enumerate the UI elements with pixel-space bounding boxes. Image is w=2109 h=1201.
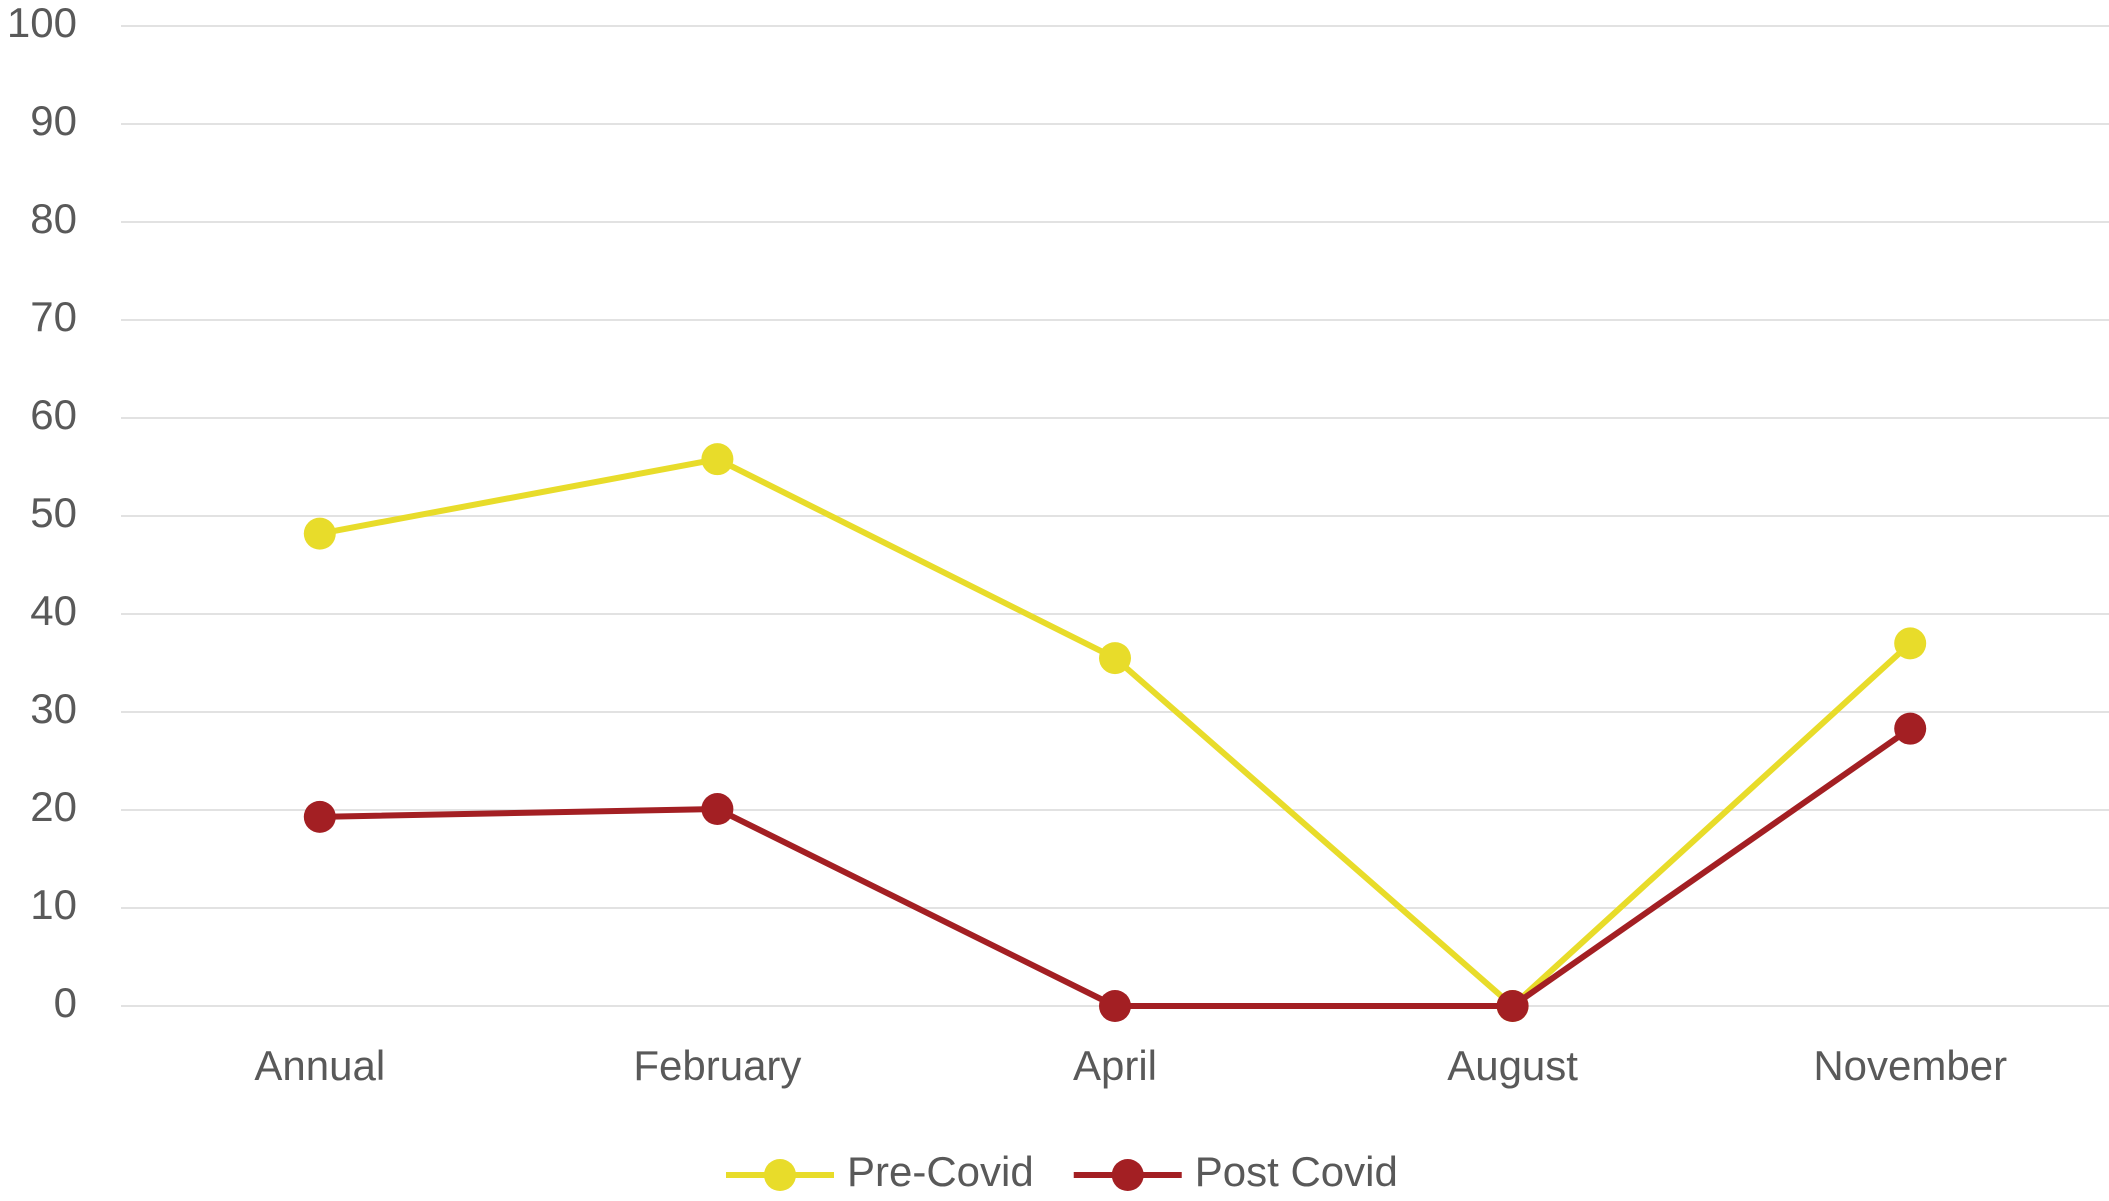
data-point — [1894, 712, 1927, 745]
data-point — [1099, 990, 1131, 1022]
y-tick-label: 10 — [30, 881, 77, 928]
x-tick-label: February — [633, 1042, 801, 1089]
y-tick-label: 30 — [30, 685, 77, 732]
y-tick-label: 100 — [7, 0, 77, 46]
legend-marker — [1111, 1159, 1144, 1191]
legend-label: Pre-Covid — [847, 1148, 1034, 1195]
y-tick-label: 90 — [30, 97, 77, 144]
x-tick-label: August — [1447, 1042, 1578, 1089]
x-tick-label: April — [1073, 1042, 1157, 1089]
y-tick-label: 20 — [30, 783, 77, 830]
data-point — [303, 517, 336, 550]
data-point — [1496, 990, 1529, 1022]
data-point — [1894, 627, 1927, 660]
data-point — [1099, 642, 1131, 675]
series-line — [319, 456, 1913, 1009]
y-tick-label: 0 — [54, 979, 77, 1026]
y-tick-label: 80 — [30, 195, 77, 242]
data-point — [701, 793, 734, 826]
y-tick-label: 40 — [30, 587, 77, 634]
legend-marker — [764, 1159, 796, 1191]
y-tick-label: 60 — [30, 391, 77, 438]
x-tick-label: November — [1813, 1042, 2007, 1089]
x-tick-label: Annual — [254, 1042, 385, 1089]
data-point — [303, 800, 336, 833]
y-tick-label: 50 — [30, 489, 77, 536]
legend-label: Post Covid — [1195, 1148, 1398, 1195]
data-point — [701, 443, 734, 476]
y-tick-label: 70 — [30, 293, 77, 340]
series-line — [319, 726, 1912, 1009]
